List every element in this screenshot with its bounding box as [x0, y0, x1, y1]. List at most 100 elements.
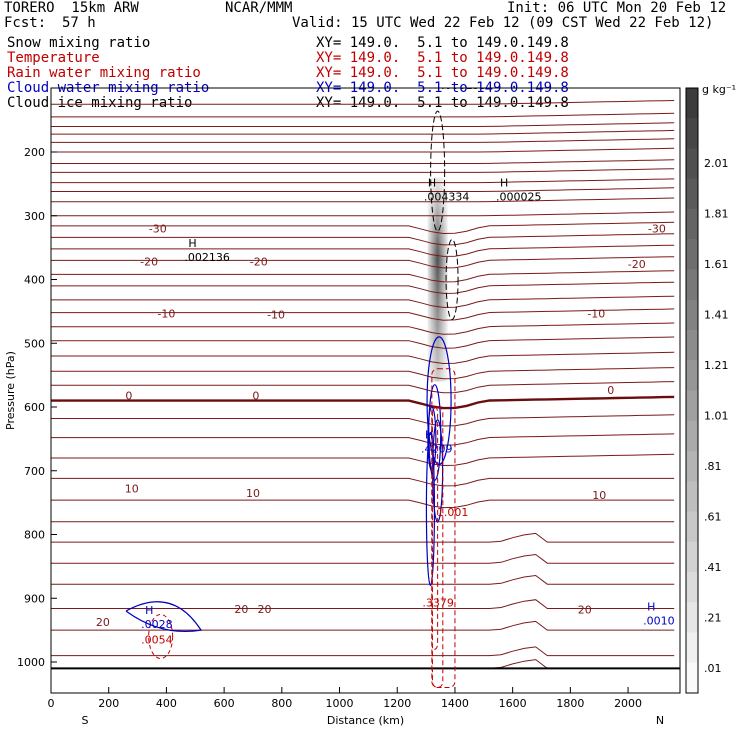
y-tick-label: 600: [24, 401, 45, 414]
x-end-label-north: N: [656, 714, 664, 727]
colorbar-label: 2.01: [704, 157, 729, 170]
colorbar-label: .81: [704, 460, 722, 473]
colorbar-swatch: [686, 178, 698, 210]
maximum-value-label: .000155: [441, 79, 487, 92]
y-axis-title: Pressure (hPa): [4, 351, 17, 430]
isotherm-line: [51, 147, 675, 153]
isotherm-line: [51, 221, 675, 235]
isotherm-line: [51, 256, 675, 269]
isotherm-label: -20: [140, 256, 158, 269]
maximum-marker: H: [188, 237, 196, 250]
y-tick-label: 200: [24, 146, 45, 159]
colorbar-swatch: [686, 481, 698, 512]
isotherm-label: 20: [578, 604, 592, 617]
colorbar-unit: g kg⁻¹: [702, 83, 736, 96]
colorbar-label: .41: [704, 561, 722, 574]
isotherm-label: -30: [149, 223, 167, 236]
isotherm-line: [51, 211, 675, 217]
maximum-marker: H: [428, 177, 436, 190]
maximum-marker: H: [647, 601, 655, 614]
plot-frame: [50, 87, 681, 694]
maximum-value-label: 1.001: [437, 506, 469, 519]
colorbar-label: 1.61: [704, 258, 729, 271]
isotherm-line: [51, 129, 675, 135]
x-tick-label: 0: [48, 697, 55, 710]
valid-time: Valid: 15 UTC Wed 22 Feb 12 (09 CST Wed …: [292, 15, 714, 31]
cloud-water-contour: [125, 601, 203, 632]
isotherm-label: -20: [628, 258, 646, 271]
field-cloudice-xy: XY= 149.0. 5.1 to 149.0.149.8: [316, 95, 569, 111]
field-temperature-name: Temperature: [7, 50, 100, 66]
colorbar-swatch: [686, 269, 698, 301]
isotherm-line: [51, 197, 675, 203]
y-tick-label: 700: [24, 465, 45, 478]
colorbar-swatch: [686, 88, 698, 119]
isotherm-line: [51, 367, 675, 380]
x-tick-label: 600: [214, 697, 235, 710]
snow-shading-fade: [426, 177, 450, 382]
maximum-value-label: .000025: [496, 191, 542, 204]
isotherm-line: [51, 646, 675, 657]
y-tick-label: 500: [24, 337, 45, 350]
cloud-ice-contour: [430, 110, 446, 232]
field-rain-xy: XY= 149.0. 5.1 to 149.0.149.8: [316, 65, 569, 81]
isotherm-line: [51, 168, 675, 173]
center-label: NCAR/MMM: [225, 0, 293, 16]
isotherm-label: -30: [648, 223, 666, 236]
isotherm-line: [51, 351, 675, 365]
colorbar-swatch: [686, 572, 698, 603]
isotherm-line: [51, 532, 675, 543]
x-tick-label: 400: [156, 697, 177, 710]
field-snow-name: Snow mixing ratio: [7, 35, 151, 51]
isotherm-line: [51, 574, 675, 585]
isotherm-line: [51, 599, 675, 609]
y-tick-label: 900: [24, 592, 45, 605]
maximum-marker: H: [145, 604, 153, 617]
maximum-marker: H: [500, 177, 508, 190]
colorbar-swatch: [686, 632, 698, 664]
isotherm-line: [51, 336, 675, 349]
isotherm-line: [51, 270, 675, 283]
field-temperature-xy: XY= 149.0. 5.1 to 149.0.149.8: [316, 50, 569, 66]
x-end-label-south: S: [82, 714, 89, 727]
x-tick-label: 800: [271, 697, 292, 710]
rain-water-contour: [431, 368, 456, 688]
x-tick-label: 1000: [326, 697, 354, 710]
isotherm-line: [51, 281, 675, 294]
colorbar-swatch: [686, 148, 698, 180]
isotherm-line: [51, 187, 675, 192]
y-tick-label: 300: [24, 210, 45, 223]
init-time: Init: 06 UTC Mon 20 Feb 12: [507, 0, 727, 16]
colorbar-swatch: [686, 602, 698, 633]
isotherm-label: -10: [267, 309, 285, 322]
isotherm-label: 20: [258, 603, 272, 616]
cloud-water-contour: [427, 406, 437, 472]
isotherm-label: 20: [96, 616, 110, 629]
colorbar-label: 1.01: [704, 410, 729, 423]
maximum-marker: H: [425, 428, 433, 441]
colorbar-label: 1.41: [704, 309, 729, 322]
colorbar-swatch: [686, 511, 698, 543]
rain-water-contour: [148, 614, 174, 659]
x-tick-label: 200: [98, 697, 119, 710]
x-tick-label: 2000: [614, 697, 642, 710]
colorbar-label: 1.21: [704, 359, 729, 372]
isotherm-line: [51, 477, 675, 487]
colorbar-label: 1.81: [704, 208, 729, 221]
isotherm-line: [51, 295, 675, 308]
isotherm-label: 0: [252, 390, 259, 403]
isotherm-label: -10: [157, 307, 175, 320]
maximum-value-label: .4209: [421, 442, 453, 455]
isotherm-label: 10: [125, 483, 139, 496]
isotherm-label: 10: [592, 489, 606, 502]
isotherm-line: [51, 395, 675, 410]
forecast-label: Fcst:: [4, 15, 47, 31]
forecast-hour: 57 h: [62, 15, 96, 31]
isotherm-label: -20: [250, 256, 268, 269]
maximum-value-label: .002136: [184, 251, 230, 264]
maximum-value-label: .004334: [424, 191, 470, 204]
colorbar-swatch: [686, 662, 698, 694]
field-snow-xy: XY= 149.0. 5.1 to 149.0.149.8: [316, 35, 569, 51]
cloud-water-contour: [426, 336, 452, 465]
field-rain-name: Rain water mixing ratio: [7, 65, 201, 81]
